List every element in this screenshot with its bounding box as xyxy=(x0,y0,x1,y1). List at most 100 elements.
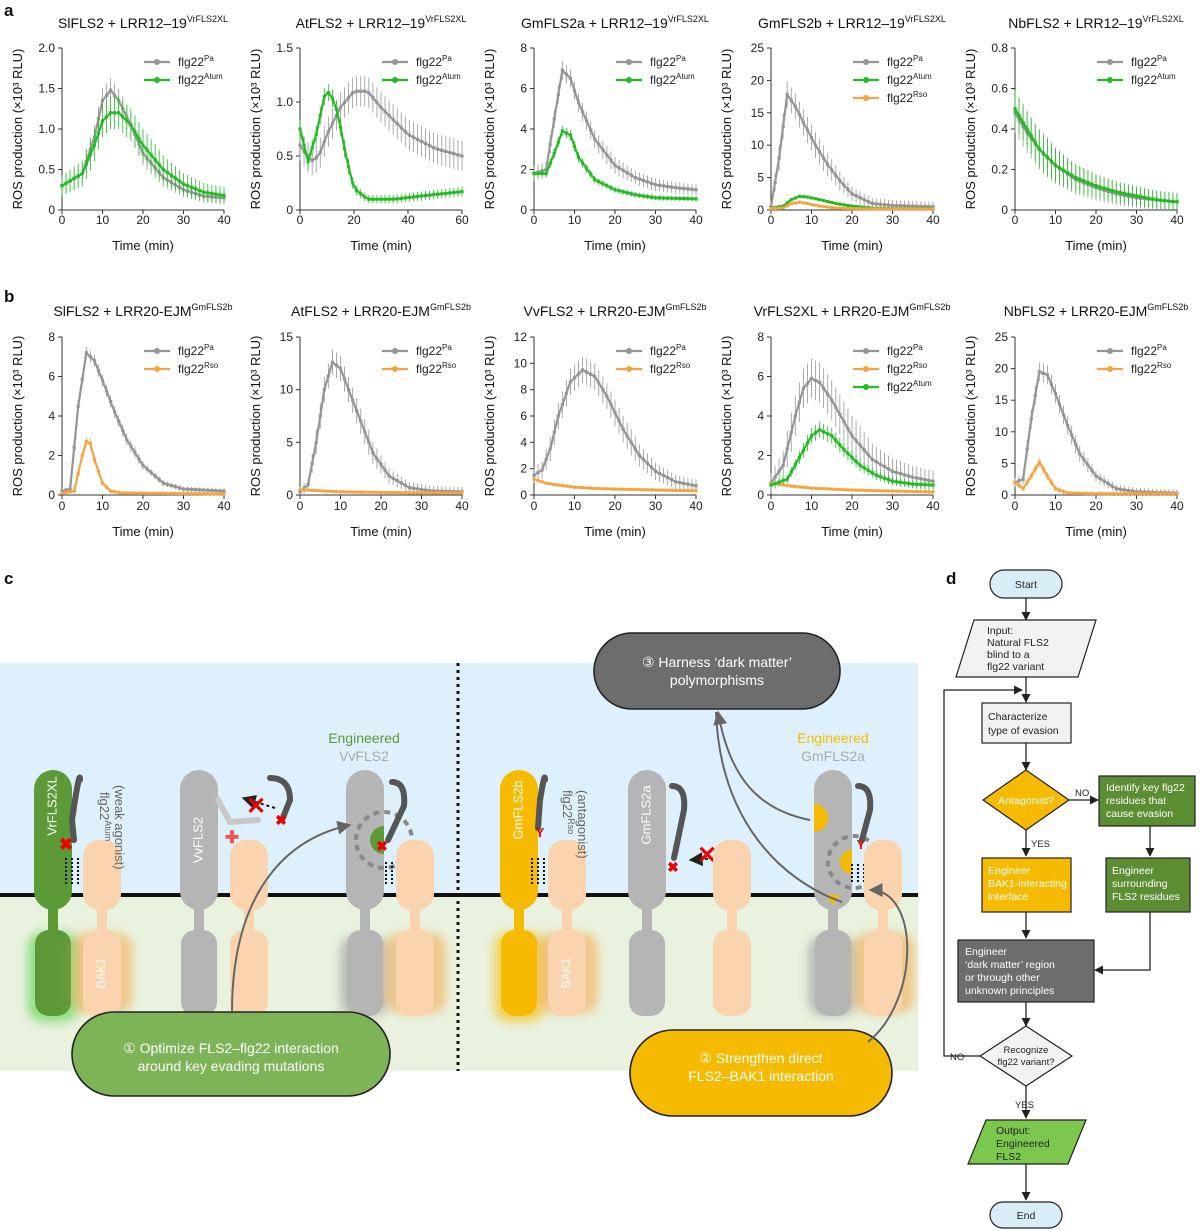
data-point xyxy=(60,184,64,188)
y-tick-label: 0 xyxy=(286,203,293,217)
legend-label: flg22Atum xyxy=(1131,72,1176,87)
strategy-box-3: ③ Harness ‘dark matter’ polymorphisms xyxy=(593,632,841,710)
flow-dark-l4: unknown principles xyxy=(965,985,1054,997)
flow-output-l2: Engineered xyxy=(996,1138,1050,1150)
legend-marker xyxy=(1107,366,1113,372)
flow-start-text: Start xyxy=(1015,579,1037,591)
bak1-tm-3 xyxy=(410,895,420,935)
data-point xyxy=(931,490,935,494)
chart-10: NbFLS2 + LRR20-EJMGmFLS2b 0 5 10 15 20 25 0 10 20… xyxy=(963,302,1188,539)
chart-title: VrFLS2XL + LRR20-EJMGmFLS2b xyxy=(754,302,951,319)
y-tick-label: 2.0 xyxy=(38,41,55,55)
series-line xyxy=(533,478,697,492)
flow-recognize-no: NO xyxy=(950,1052,964,1063)
series-pa: flg22Pa xyxy=(532,343,698,492)
data-point xyxy=(1013,107,1017,111)
chart-2: AtFLS2 + LRR12–19VrFLS2XL 0 0.5 1.0 1.5 0 20 40… xyxy=(248,14,469,253)
series-atum: flg22Atum xyxy=(60,72,226,205)
bak1-ecd-1 xyxy=(83,840,121,910)
bak1-kinase-3 xyxy=(396,930,434,1016)
flow-dark-l3: or through other xyxy=(965,972,1040,984)
legend-marker xyxy=(1107,348,1113,354)
flg22-rso-ligand xyxy=(535,774,548,831)
strategy-1-line2: around key evading mutations xyxy=(138,1058,325,1074)
arrow-strategy-1 xyxy=(231,820,352,1013)
legend-marker xyxy=(392,77,398,83)
series-line xyxy=(299,488,462,494)
flow-antagonist-yes: YES xyxy=(1031,839,1050,850)
x-tick-label: 30 xyxy=(886,213,900,227)
strategy-3-line1: ③ Harness ‘dark matter’ xyxy=(642,654,792,670)
y-tick-label: 25 xyxy=(751,41,765,55)
y-tick-label: 0 xyxy=(48,203,55,217)
y-tick-label: 8 xyxy=(520,41,527,55)
strategy-2-line1: ② Strengthen direct xyxy=(699,1050,822,1066)
series-rso: flg22Rso xyxy=(532,361,698,493)
bak1-tm-4 xyxy=(562,895,572,935)
legend-marker xyxy=(1107,77,1113,83)
flow-start xyxy=(989,569,1063,599)
y-tick-label: 0.5 xyxy=(276,149,293,163)
chart-title: GmFLS2b + LRR12–19VrFLS2XL xyxy=(758,14,946,31)
no-binding-cross-2: ✕ xyxy=(697,842,717,869)
x-tick-label: 10 xyxy=(96,499,110,513)
flow-output-l3: FLS2 xyxy=(996,1151,1021,1163)
x-tick-label: 10 xyxy=(1049,213,1063,227)
legend-marker xyxy=(154,59,160,65)
chart-9: VrFLS2XL + LRR20-EJMGmFLS2b 0 2 4 6 8 0 10 20 30 4… xyxy=(719,302,950,539)
y-axis-label: ROS production (×10³ RLU) xyxy=(248,336,263,497)
legend-label: flg22Atum xyxy=(416,72,461,87)
flow-bak1-l1: Engineer xyxy=(988,865,1031,877)
flow-bak1-l3: interface xyxy=(988,891,1028,903)
y-tick-label: 0.5 xyxy=(38,163,55,177)
chart-title-sup: VrFLS2XL xyxy=(425,14,466,24)
legend-marker xyxy=(626,59,632,65)
chart-title-main: VrFLS2XL + LRR20-EJM xyxy=(754,303,910,319)
chart-title-sup: GmFLS2b xyxy=(1147,302,1188,312)
legend-label: flg22Pa xyxy=(178,343,214,358)
y-tick-label: 0.4 xyxy=(991,122,1008,136)
eng-vv-tm xyxy=(360,895,370,935)
legend-label: flg22Pa xyxy=(416,343,452,358)
series-line xyxy=(1014,370,1178,495)
legend-label-main: flg22 xyxy=(887,362,913,376)
series-line xyxy=(1014,108,1178,203)
series-atum: flg22Atum xyxy=(298,72,464,204)
flow-surround-l3: FLS2 residues xyxy=(1112,891,1180,903)
x-axis-label: Time (min) xyxy=(1065,238,1127,253)
arrow-strategy-3a xyxy=(713,710,811,821)
series-line xyxy=(1014,459,1177,495)
legend-label-main: flg22 xyxy=(416,362,442,376)
flow-dark-matter xyxy=(957,939,1095,1003)
legend-label-sup: Pa xyxy=(913,54,923,63)
chart-title: SlFLS2 + LRR20-EJMGmFLS2b xyxy=(53,302,232,319)
x-tick-label: 40 xyxy=(689,213,703,227)
y-tick-label: 2 xyxy=(757,449,764,463)
x-tick-label: 30 xyxy=(1130,499,1144,513)
bak1-kinase-5 xyxy=(713,930,751,1016)
bak1-tm-5 xyxy=(727,895,737,935)
x-tick-label: 30 xyxy=(886,499,900,513)
eng-vv-ecd xyxy=(346,770,384,910)
legend-label-sup: Rso xyxy=(913,90,928,99)
bak1-label-4: BAK1 xyxy=(559,957,573,988)
flg22-atum-ligand xyxy=(68,774,83,843)
legend-label: flg22Pa xyxy=(416,54,452,69)
engineered-patch-yellow-1 xyxy=(814,804,828,832)
chart-title-main: GmFLS2a + LRR12–19 xyxy=(521,15,668,31)
x-tick-label: 0 xyxy=(531,213,538,227)
y-tick-label: 8 xyxy=(757,330,764,344)
flow-input-l2: Natural FLS2 xyxy=(987,637,1049,649)
series-pa: flg22Pa xyxy=(60,343,226,494)
ghost-ligand xyxy=(215,797,261,826)
y-tick-label: 0 xyxy=(757,488,764,502)
x-tick-label: 60 xyxy=(455,213,469,227)
strategy-3-line2: polymorphisms xyxy=(670,672,764,688)
vrfls2xl-kinase xyxy=(35,930,71,1016)
x-tick-label: 20 xyxy=(374,499,388,513)
chart-title-sup: VrFLS2XL xyxy=(668,14,709,24)
x-tick-label: 30 xyxy=(1130,213,1144,227)
chart-title-sup: VrFLS2XL xyxy=(1143,14,1184,24)
edge-surround-dark xyxy=(1094,912,1151,975)
